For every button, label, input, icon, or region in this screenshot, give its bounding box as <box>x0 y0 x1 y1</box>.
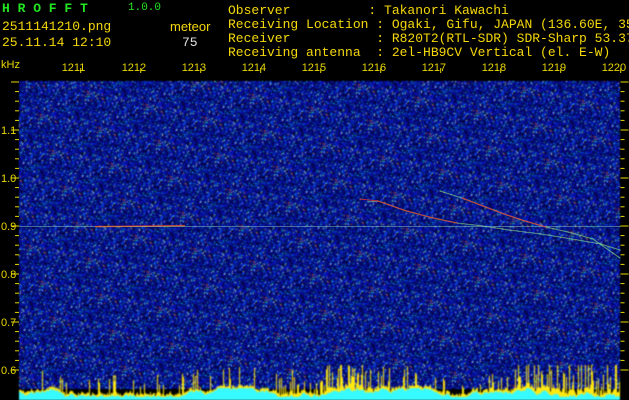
svg-text:1214: 1214 <box>242 62 266 74</box>
svg-text:1218: 1218 <box>482 62 506 74</box>
svg-text:1.1: 1.1 <box>1 125 16 137</box>
svg-text:1217: 1217 <box>422 62 446 74</box>
svg-text:0.9: 0.9 <box>1 221 16 233</box>
svg-text:1212: 1212 <box>122 62 146 74</box>
svg-text:1211: 1211 <box>62 62 86 74</box>
svg-text:kHz: kHz <box>1 59 20 71</box>
svg-text:1215: 1215 <box>302 62 326 74</box>
svg-text:1219: 1219 <box>542 62 566 74</box>
svg-text:1.0: 1.0 <box>1 173 16 185</box>
svg-text:0.6: 0.6 <box>1 365 16 377</box>
svg-text:0.7: 0.7 <box>1 317 16 329</box>
svg-text:1213: 1213 <box>182 62 206 74</box>
svg-text:0.8: 0.8 <box>1 269 16 281</box>
svg-text:1216: 1216 <box>362 62 386 74</box>
svg-text:1220: 1220 <box>602 62 626 74</box>
